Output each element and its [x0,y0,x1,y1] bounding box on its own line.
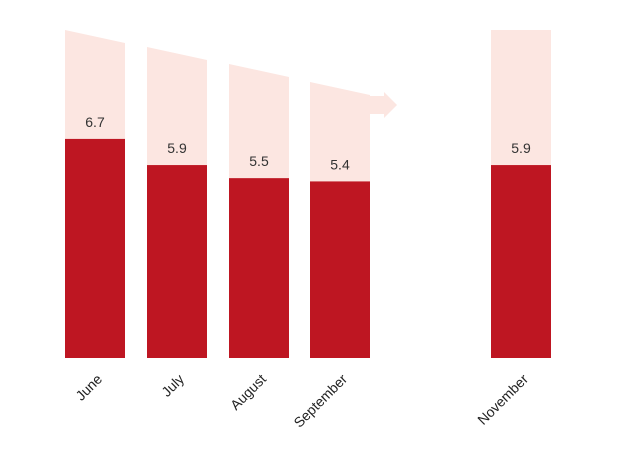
value-label-september: 5.4 [330,156,350,172]
bar-june [65,138,125,358]
value-label-june: 6.7 [85,114,105,130]
value-label-november: 5.9 [511,140,531,156]
bar-november [491,165,551,358]
x-tick-label-september: September [290,371,350,431]
x-tick-label-july: July [158,371,187,400]
bar-september [310,181,370,358]
bar-july [147,165,207,358]
value-label-july: 5.9 [167,140,187,156]
bar-august [229,178,289,358]
x-tick-label-november: November [474,371,531,428]
x-tick-label-june: June [72,371,105,404]
trend-arrow [369,92,397,118]
x-tick-label-august: August [227,371,269,413]
value-label-august: 5.5 [249,153,269,169]
